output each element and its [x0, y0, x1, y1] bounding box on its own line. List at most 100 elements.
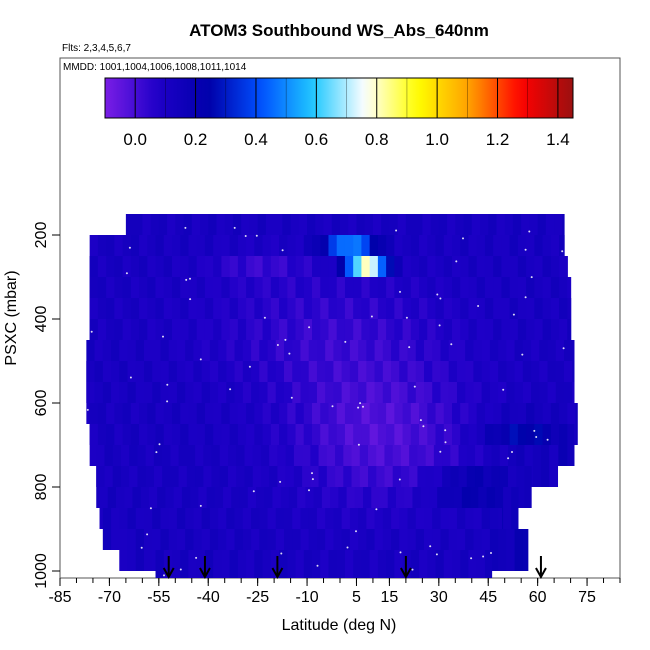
dates-label: MMDD: 1001,1004,1006,1008,1011,1014: [63, 62, 247, 73]
data-dot: [411, 568, 414, 571]
y-tick-label: 600: [33, 390, 50, 417]
colorbar-tick-label: 1.0: [425, 130, 449, 149]
heatmap-cell: [270, 550, 280, 578]
data-dot: [399, 290, 401, 293]
heatmap-cell: [344, 550, 354, 578]
data-dot: [311, 472, 313, 475]
data-dot: [528, 230, 531, 233]
data-dot: [399, 551, 402, 554]
heatmap-cell: [503, 487, 512, 529]
data-dot: [163, 574, 165, 577]
data-dot: [562, 347, 565, 350]
data-dot: [462, 237, 464, 240]
data-dot: [276, 344, 279, 346]
data-dot: [346, 546, 349, 549]
data-dot: [162, 335, 164, 338]
data-dot: [184, 226, 187, 229]
data-dot: [470, 557, 473, 560]
data-dot: [502, 388, 505, 391]
data-dot: [436, 293, 439, 296]
x-tick-label: -40: [197, 589, 220, 606]
x-tick-label: -55: [147, 589, 170, 606]
colorbar-tick-label: 0.8: [365, 130, 389, 149]
heatmap-cell: [135, 529, 145, 571]
data-dot: [370, 315, 373, 318]
heatmap-cell: [89, 424, 99, 466]
heatmap-cell: [246, 550, 255, 578]
data-dot: [229, 388, 232, 391]
data-dot: [86, 408, 89, 411]
data-dot: [405, 316, 408, 319]
heatmap-cell: [460, 550, 470, 578]
heatmap-cell: [394, 550, 404, 578]
data-dot: [199, 358, 202, 361]
heatmap-cell: [377, 550, 387, 578]
heatmap-cell: [443, 550, 453, 578]
heatmap-cell: [254, 550, 264, 578]
data-dot: [129, 376, 132, 379]
data-dot: [444, 441, 447, 444]
heatmap-cell: [549, 445, 559, 487]
heatmap-cell: [188, 550, 198, 578]
heatmap-cell: [524, 466, 532, 508]
x-tick-label: 5: [352, 589, 361, 606]
x-tick-label: 60: [529, 589, 547, 606]
heatmap-cell: [111, 508, 120, 550]
heatmap-cell: [320, 550, 330, 578]
heatmap-cell: [468, 550, 478, 578]
data-dot: [450, 343, 453, 346]
y-tick-label: 800: [33, 474, 50, 501]
data-dot: [413, 385, 416, 388]
heatmap-cell: [575, 403, 578, 445]
heatmap-cell: [435, 550, 445, 578]
data-dot: [252, 490, 255, 493]
heatmap-cell: [102, 508, 112, 550]
arrow-head: [400, 567, 412, 580]
heatmap-cell: [559, 424, 568, 466]
heatmap-cell: [204, 550, 214, 578]
y-tick-label: 400: [33, 306, 50, 333]
heatmap-cell: [180, 550, 190, 578]
data-dot: [524, 248, 527, 251]
colorbar-tick-label: 0.0: [123, 130, 147, 149]
heatmap-cell: [353, 550, 363, 578]
data-dot: [362, 405, 364, 408]
x-tick-label: -85: [48, 589, 71, 606]
heatmap-layers: [86, 214, 578, 578]
data-dot: [561, 250, 564, 253]
data-dot: [490, 552, 492, 554]
heatmap-cell: [514, 529, 524, 571]
data-dot: [375, 508, 378, 511]
heatmap-cell: [419, 550, 428, 578]
x-axis: -85 -70 -55 -40 -25 -10 5 15 30 45 60 75: [48, 578, 621, 606]
data-dot: [535, 436, 538, 438]
heatmap-cell: [229, 550, 239, 578]
data-dot: [146, 533, 149, 536]
data-dot: [512, 313, 515, 316]
heatmap-cell: [328, 550, 338, 578]
data-dot: [316, 564, 319, 567]
data-dot: [533, 429, 536, 432]
data-dot: [166, 383, 169, 386]
x-tick-label: -10: [295, 589, 318, 606]
data-dot: [408, 346, 411, 349]
data-dot: [331, 405, 334, 408]
colorbar-border: [104, 77, 574, 119]
arrow-head: [271, 567, 284, 580]
y-axis-label: PSXC (mbar): [3, 270, 20, 365]
data-dot: [546, 438, 549, 441]
data-dot: [355, 530, 357, 533]
data-dot: [439, 450, 442, 453]
data-dot: [155, 451, 158, 454]
y-tick-label: 200: [33, 222, 50, 249]
heatmap-cell: [567, 424, 575, 466]
heatmap-cell: [522, 529, 529, 571]
colorbar-tick-label: 0.4: [244, 130, 268, 149]
heatmap-cell: [144, 529, 153, 571]
data-dot: [482, 555, 485, 558]
arrow-head: [199, 567, 211, 580]
data-dot: [507, 457, 510, 460]
data-dot: [435, 553, 438, 556]
heatmap-cell: [452, 550, 461, 578]
heatmap-cell: [262, 550, 272, 578]
